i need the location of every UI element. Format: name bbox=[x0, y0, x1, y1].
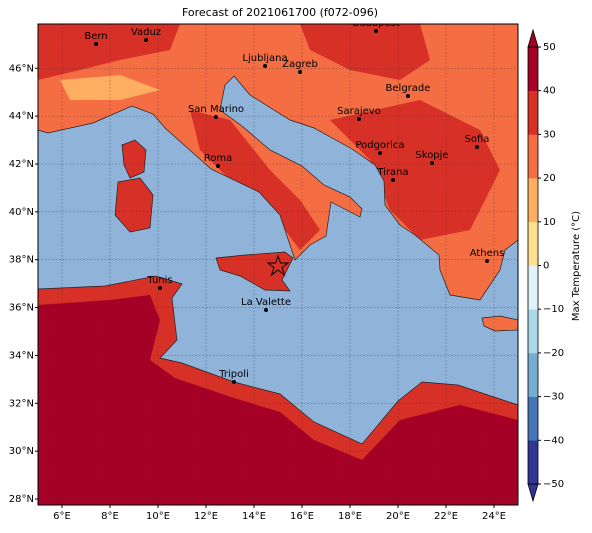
x-tick-label: 18°E bbox=[338, 511, 362, 522]
city-label: Ljubljana bbox=[242, 53, 287, 64]
city-label: Tripoli bbox=[218, 369, 249, 380]
sardinia bbox=[114, 177, 154, 233]
sicily bbox=[215, 251, 294, 292]
colorbar-extend-high bbox=[527, 28, 539, 48]
colorbar-band bbox=[528, 221, 538, 266]
x-tick-label: 22°E bbox=[434, 511, 458, 522]
star-marker bbox=[266, 254, 290, 277]
city-dot bbox=[263, 64, 267, 68]
city-dot bbox=[298, 70, 302, 74]
colorbar-tick-label: 10 bbox=[543, 217, 556, 228]
y-tick-label: 30°N bbox=[9, 446, 34, 457]
y-tick-label: 34°N bbox=[9, 350, 34, 361]
x-tick-label: 16°E bbox=[290, 511, 314, 522]
city-dot bbox=[406, 94, 410, 98]
city-label: Budapest bbox=[352, 18, 399, 29]
colorbar-band bbox=[528, 47, 538, 91]
city-label: San Marino bbox=[188, 104, 244, 115]
city-dot bbox=[144, 38, 148, 42]
colorbar-tick-label: 20 bbox=[543, 173, 556, 184]
city-dot bbox=[357, 117, 361, 121]
x-tick-label: 6°E bbox=[53, 511, 71, 522]
y-tick-label: 32°N bbox=[9, 398, 34, 409]
city-dot bbox=[475, 145, 479, 149]
colorbar-band bbox=[528, 352, 538, 397]
city-dot bbox=[374, 29, 378, 33]
colorbar-tick-label: −10 bbox=[543, 304, 564, 315]
city-label: Bern bbox=[84, 31, 107, 42]
colorbar-band bbox=[528, 90, 538, 135]
city-dot bbox=[158, 286, 162, 290]
city-dot bbox=[430, 161, 434, 165]
x-tick-label: 10°E bbox=[146, 511, 170, 522]
warm-zone bbox=[38, 24, 180, 80]
city-dot bbox=[214, 115, 218, 119]
warm-zone bbox=[190, 110, 320, 250]
colorbar-extend-low bbox=[527, 483, 539, 503]
map-frame bbox=[37, 23, 519, 506]
city-dot bbox=[264, 308, 268, 312]
y-tick-label: 46°N bbox=[9, 63, 34, 74]
y-tick-label: 42°N bbox=[9, 159, 34, 170]
map-title: Forecast of 2021061700 (f072-096) bbox=[182, 6, 378, 19]
warm-zone bbox=[300, 24, 430, 80]
warm-zone bbox=[330, 100, 500, 240]
city-label: Sofia bbox=[465, 134, 490, 145]
x-tick-label: 14°E bbox=[242, 511, 266, 522]
colorbar-tick-label: −30 bbox=[543, 392, 564, 403]
city-label: Skopje bbox=[415, 150, 448, 161]
colorbar-band bbox=[528, 178, 538, 223]
colorbar-band bbox=[528, 396, 538, 441]
city-dot bbox=[391, 178, 395, 182]
graticule bbox=[38, 24, 518, 505]
city-label: Sarajevo bbox=[337, 106, 381, 117]
colorbar-tick-label: 50 bbox=[543, 42, 556, 53]
city-label: Vaduz bbox=[131, 27, 161, 38]
city-dot bbox=[232, 380, 236, 384]
axis-ticks: 6°E 8°E 10°E 12°E 14°E 16°E 18°E 20°E 22°E 24°E 28… bbox=[9, 63, 506, 522]
city-label: Athens bbox=[470, 248, 505, 259]
y-tick-label: 44°N bbox=[9, 111, 34, 122]
colorbar-tick-label: −40 bbox=[543, 435, 564, 446]
x-tick-label: 20°E bbox=[386, 511, 410, 522]
colorbar-band bbox=[528, 440, 538, 485]
city-label: Tirana bbox=[376, 167, 408, 178]
colorbar: −50 −40 −30 −20 −10 0 10 20 30 40 50 bbox=[527, 28, 564, 503]
colorbar-band bbox=[528, 309, 538, 354]
x-tick-label: 12°E bbox=[194, 511, 218, 522]
colorbar-tick-label: 30 bbox=[543, 129, 556, 140]
crete bbox=[481, 315, 518, 332]
colorbar-tick-label: −20 bbox=[543, 348, 564, 359]
y-tick-label: 40°N bbox=[9, 207, 34, 218]
city-label: Zagreb bbox=[282, 59, 318, 70]
city-label: Tunis bbox=[146, 275, 172, 286]
colorbar-band bbox=[528, 134, 538, 179]
colorbar-band bbox=[528, 265, 538, 310]
city-dot bbox=[94, 42, 98, 46]
y-tick-label: 28°N bbox=[9, 494, 34, 505]
x-tick-label: 24°E bbox=[482, 511, 506, 522]
colorbar-tick-label: 40 bbox=[543, 86, 556, 97]
colorbar-tick-label: 0 bbox=[543, 261, 549, 272]
x-tick-label: 8°E bbox=[101, 511, 119, 522]
city-dot bbox=[378, 151, 382, 155]
city-label: Belgrade bbox=[386, 83, 431, 94]
y-tick-label: 36°N bbox=[9, 303, 34, 314]
city-label: Podgorica bbox=[355, 140, 404, 151]
colorbar-label: Max Temperature (°C) bbox=[571, 211, 582, 321]
city-label: La Valette bbox=[241, 297, 291, 308]
y-tick-label: 38°N bbox=[9, 255, 34, 266]
city-label: Roma bbox=[204, 153, 233, 164]
colorbar-tick-label: −50 bbox=[543, 479, 564, 490]
coastline bbox=[38, 75, 518, 301]
city-dot bbox=[485, 259, 489, 263]
city-dot bbox=[216, 164, 220, 168]
corsica bbox=[121, 139, 147, 179]
